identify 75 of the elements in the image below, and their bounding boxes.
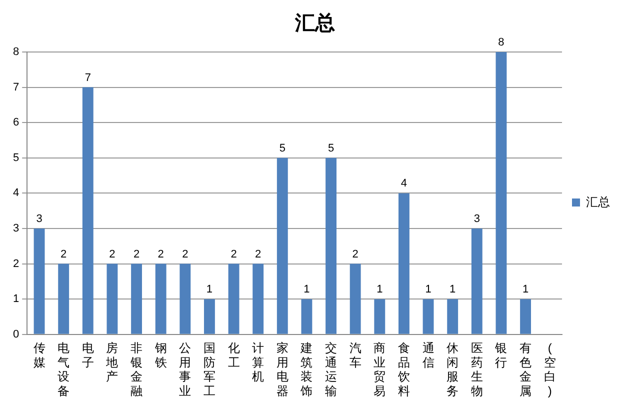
x-tick-label: (空白) [544,340,556,398]
data-label: 3 [474,213,480,226]
x-tick-label: 非银金融 [130,340,143,398]
bar [180,264,191,334]
x-tick-label: 建筑装饰 [300,340,313,398]
x-tick-label: 电气设备 [58,340,70,398]
bar [374,299,386,334]
bar [155,264,166,334]
y-tick-label: 4 [12,187,20,200]
y-tick-label: 5 [12,152,20,164]
legend-label: 汇总 [586,194,610,209]
x-tick-label: 计算机 [252,340,264,384]
data-label: 3 [36,213,42,226]
x-tick-label: 国防军工 [203,340,216,398]
y-tick-label: 1 [12,293,20,306]
bar [34,228,45,334]
bar [106,264,118,334]
bar [471,228,482,334]
y-tick-label: 8 [12,46,20,58]
x-tick-label: 银行 [494,340,508,370]
bar [350,264,361,334]
data-label: 2 [182,248,188,260]
x-tick-label: 通信 [422,340,434,370]
bar [422,299,434,334]
x-tick-label: 传媒 [33,340,46,370]
x-tick-label: 有色金属 [520,340,532,398]
data-label: 1 [522,284,529,296]
data-label: 8 [498,36,504,49]
bar [326,158,336,334]
data-label: 1 [425,284,432,296]
bar [276,158,288,334]
data-label: 2 [230,248,237,260]
bar [82,87,94,334]
data-label: 2 [352,248,358,260]
x-tick-label: 电子 [82,340,94,370]
data-label: 2 [133,248,140,260]
x-tick-label: 房地产 [105,340,118,384]
data-label: 1 [304,284,310,296]
data-label: 2 [60,248,67,260]
y-tick-label: 3 [12,222,20,235]
x-tick-label: 公用事业 [179,340,192,398]
data-label: 5 [328,142,334,154]
x-tick-label: 休闲服务 [446,340,459,398]
bar [204,299,215,334]
chart-title: 汇总 [294,12,335,35]
x-tick-label: 家用电器 [276,340,288,398]
bar [520,299,531,334]
x-tick-label: 医药生物 [470,340,483,398]
data-label: 7 [84,72,91,84]
x-tick-label: 食品饮料 [396,340,410,398]
data-label: 1 [450,284,456,296]
y-tick-label: 6 [12,116,20,129]
y-tick-label: 0 [12,328,20,340]
data-label: 2 [255,248,262,260]
y-tick-label: 7 [12,81,20,94]
data-label: 4 [400,178,408,190]
bar [58,264,70,334]
bar [496,52,507,334]
x-tick-label: 商业贸易 [374,340,386,398]
bar [447,299,458,334]
data-label: 1 [376,284,383,296]
x-tick-label: 钢铁 [154,340,167,370]
y-tick-label: 2 [12,258,20,270]
x-tick-label: 交通运输 [325,340,338,398]
bar [301,299,312,334]
bar [228,264,240,334]
data-label: 2 [109,248,116,260]
bar [252,264,264,334]
data-label: 1 [206,284,213,296]
x-tick-label: 汽车 [349,340,362,370]
data-label: 2 [158,248,164,260]
bar [398,193,410,334]
data-label: 5 [279,142,286,154]
bar [131,264,142,334]
x-tick-label: 化工 [228,340,240,370]
